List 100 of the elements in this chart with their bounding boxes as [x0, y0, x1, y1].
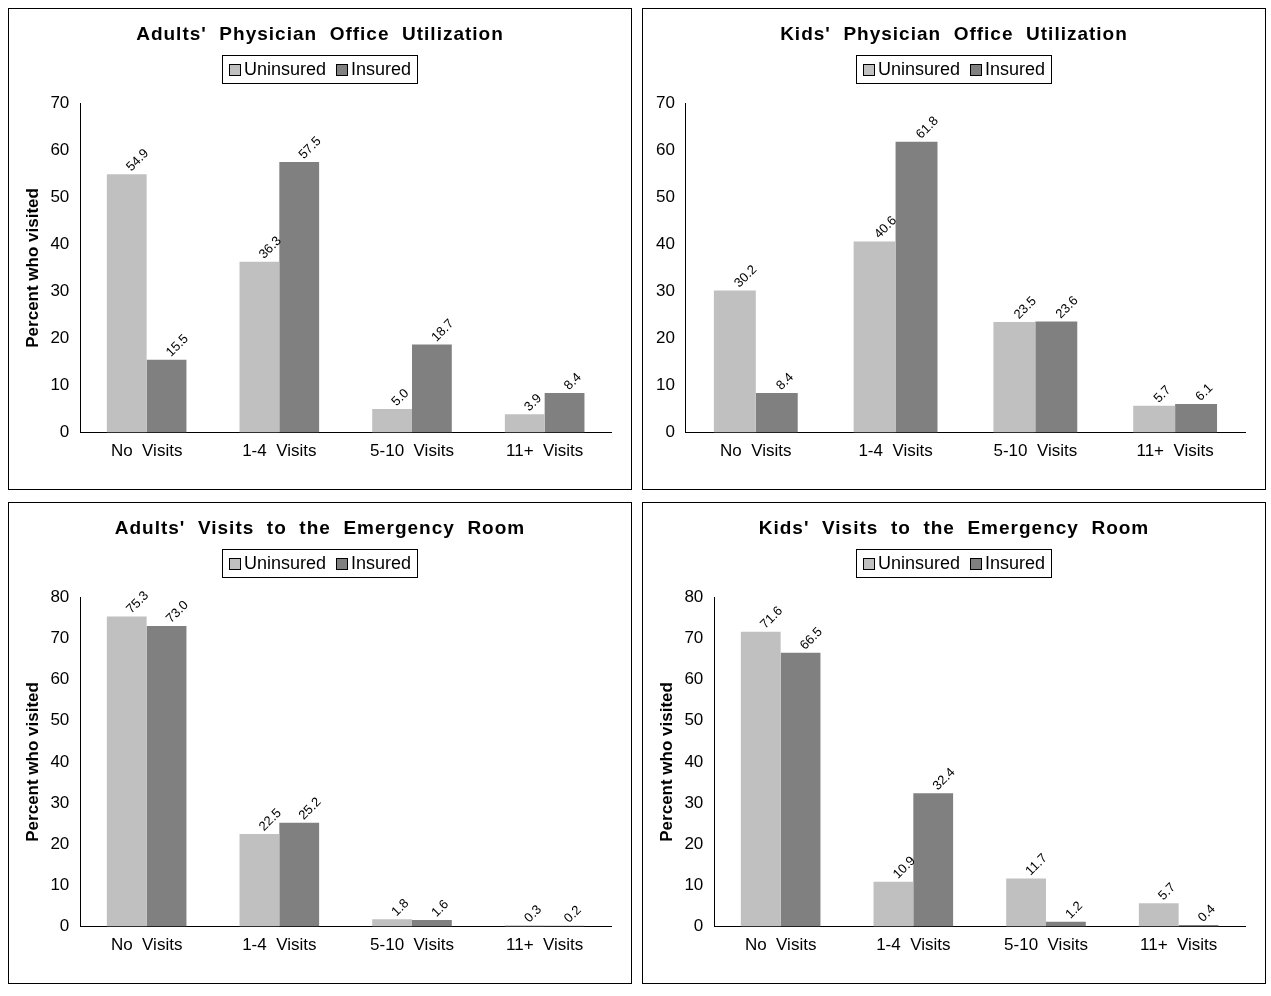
bar [504, 414, 545, 433]
data-label: 71.6 [756, 602, 786, 632]
x-tick-label: 5-10 Visits [1004, 935, 1088, 955]
legend-label: Uninsured [243, 59, 326, 80]
y-tick-label: 30 [50, 792, 70, 812]
y-tick-label: 60 [50, 669, 70, 689]
chart-title: Kids' Visits to the Emergency Room [757, 517, 1151, 539]
bar [279, 822, 320, 927]
bar [411, 344, 452, 433]
y-tick-label: 20 [655, 328, 675, 348]
bar [544, 393, 585, 433]
y-tick-label: 50 [50, 187, 70, 206]
y-tick-label: 70 [684, 628, 704, 648]
y-tick-label: 10 [655, 375, 675, 395]
data-label: 36.3 [255, 232, 284, 262]
bar [106, 174, 147, 433]
y-tick-label: 20 [50, 833, 70, 853]
y-tick-label: 60 [684, 669, 704, 689]
data-label: 73.0 [162, 597, 192, 626]
data-label: 0.4 [1194, 901, 1218, 925]
data-label: 5.0 [388, 385, 412, 409]
y-tick-label: 30 [50, 281, 70, 301]
bar [873, 881, 914, 927]
data-label: 1.2 [1061, 897, 1086, 922]
bar [853, 241, 896, 433]
x-tick-label: No Visits [720, 441, 792, 461]
bar [372, 919, 412, 927]
data-label: 8.4 [560, 369, 584, 393]
bar [895, 141, 938, 433]
bar [1175, 403, 1218, 433]
bar [1035, 321, 1078, 433]
x-tick-label: 11+ Visits [1136, 441, 1214, 461]
y-tick-label: 40 [50, 234, 70, 254]
data-label: 0.2 [560, 902, 584, 926]
data-label: 8.4 [772, 369, 797, 393]
data-label: 3.9 [520, 390, 545, 414]
y-tick-label: 0 [693, 916, 704, 936]
x-tick-label: No Visits [110, 935, 183, 955]
bar [913, 793, 954, 927]
data-label: 11.7 [1022, 850, 1050, 879]
data-label: 66.5 [796, 623, 826, 653]
data-label: 32.4 [929, 764, 958, 793]
x-tick-label: No Visits [744, 935, 817, 955]
y-tick-label: 80 [50, 586, 70, 606]
bar [1133, 405, 1176, 433]
data-label: 5.7 [1154, 879, 1179, 903]
y-tick-label: 20 [50, 328, 70, 348]
legend-label: Insured [351, 553, 412, 574]
y-tick-label: 10 [684, 875, 704, 895]
y-tick-label: 40 [684, 751, 704, 771]
y-tick-label: 20 [684, 833, 704, 853]
legend-label: Uninsured [877, 59, 960, 80]
bar [411, 920, 452, 927]
legend-label: Uninsured [877, 553, 960, 574]
bar [239, 261, 280, 433]
data-label: 6.1 [1192, 380, 1216, 404]
x-tick-label: No Visits [110, 441, 183, 461]
data-label: 54.9 [122, 145, 152, 174]
y-tick-label: 0 [59, 916, 70, 936]
bar [713, 290, 756, 433]
data-label: 61.8 [912, 112, 942, 142]
bar [755, 393, 798, 433]
y-tick-label: 0 [59, 422, 70, 442]
x-tick-label: 11+ Visits [505, 441, 584, 461]
y-tick-label: 70 [655, 92, 675, 112]
bar [1138, 903, 1179, 927]
data-label: 30.2 [730, 261, 760, 291]
y-tick-label: 10 [50, 375, 70, 395]
chart-title: Adults' Visits to the Emergency Room [113, 517, 527, 539]
data-label: 40.6 [870, 212, 900, 242]
bar [279, 162, 320, 433]
data-label: 1.8 [388, 895, 412, 919]
legend-label: Insured [351, 59, 412, 80]
y-tick-label: 30 [655, 281, 675, 301]
chart-title: Kids' Physician Office Utilization [779, 23, 1129, 45]
y-tick-label: 10 [50, 875, 70, 895]
y-tick-label: 60 [655, 139, 675, 159]
data-label: 75.3 [122, 587, 152, 617]
y-axis-title: Percent who visited [22, 682, 42, 842]
data-label: 5.7 [1150, 382, 1174, 406]
y-tick-label: 40 [50, 751, 70, 771]
x-tick-label: 11+ Visits [1139, 935, 1218, 955]
bar [780, 652, 821, 927]
bar [372, 409, 412, 433]
y-axis-title: Percent who visited [22, 188, 42, 348]
bar [1006, 878, 1046, 927]
y-axis-title: Percent who visited [656, 682, 676, 842]
bar [106, 616, 147, 927]
bar [146, 359, 187, 433]
data-label: 1.6 [427, 896, 452, 920]
chart-title: Adults' Physician Office Utilization [135, 23, 505, 45]
y-tick-label: 70 [50, 92, 70, 112]
legend-label: Insured [985, 553, 1046, 574]
y-tick-label: 50 [655, 187, 675, 206]
y-tick-label: 0 [665, 422, 675, 442]
y-tick-label: 50 [684, 710, 704, 730]
data-label: 0.3 [520, 901, 545, 926]
x-tick-label: 11+ Visits [505, 935, 584, 955]
x-tick-label: 5-10 Visits [993, 441, 1078, 461]
y-tick-label: 40 [655, 234, 675, 254]
